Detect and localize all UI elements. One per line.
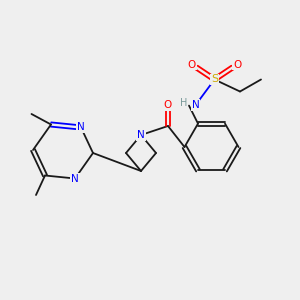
Text: O: O xyxy=(233,59,241,70)
Text: N: N xyxy=(137,130,145,140)
Text: S: S xyxy=(211,74,218,85)
Text: H: H xyxy=(180,98,187,108)
Text: O: O xyxy=(188,59,196,70)
Text: N: N xyxy=(192,100,200,110)
Text: O: O xyxy=(164,100,172,110)
Text: N: N xyxy=(71,173,79,184)
Text: N: N xyxy=(77,122,85,133)
